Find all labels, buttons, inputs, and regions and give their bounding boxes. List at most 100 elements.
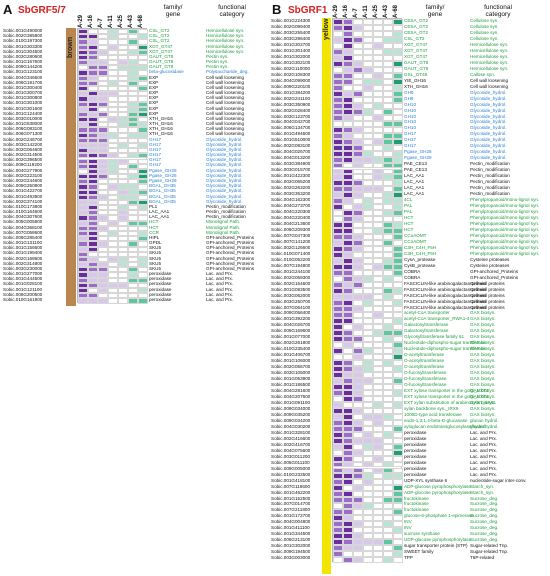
heatmap-cell bbox=[353, 401, 363, 408]
gene-id: Sobic.009G034000 bbox=[271, 405, 311, 411]
category-label: Lac. and Prx. bbox=[470, 447, 498, 453]
category-label: Glycoside_hydrol. bbox=[470, 119, 507, 125]
category-label: Phenylpropanoid/mono-lignol syn. bbox=[470, 220, 540, 226]
heatmap-cell bbox=[353, 425, 363, 432]
heatmap-cell bbox=[343, 353, 353, 360]
category-label: Hemicellulose syn. bbox=[470, 59, 509, 65]
heatmap-cell bbox=[128, 54, 138, 61]
heatmap-cell bbox=[333, 491, 343, 498]
family-label: fructokinase bbox=[404, 501, 429, 507]
heatmap-cell bbox=[363, 539, 373, 546]
category-label: Pectin_modification bbox=[470, 179, 510, 185]
heatmap-cell bbox=[363, 228, 373, 235]
heatmap-cell bbox=[363, 276, 373, 283]
heatmap-cell bbox=[363, 258, 373, 265]
heatmap-cell bbox=[333, 192, 343, 199]
heatmap-cell bbox=[138, 174, 148, 180]
heatmap-cell bbox=[363, 515, 373, 522]
heatmap-cell bbox=[108, 205, 118, 211]
family-label: fructokinase bbox=[404, 507, 429, 513]
family-label: EXT xylose transporter in the golgi_UXT1 bbox=[404, 394, 489, 400]
heatmap-cell bbox=[393, 192, 403, 199]
heatmap-cell bbox=[88, 132, 98, 138]
category-label: glucan hydrol. bbox=[470, 417, 499, 423]
family-label: GH17 bbox=[149, 146, 162, 152]
heatmap-cell bbox=[373, 162, 383, 169]
heatmap-cell bbox=[78, 75, 88, 81]
heatmap-cell bbox=[363, 527, 373, 534]
heatmap-cell bbox=[98, 153, 108, 159]
heatmap-cell bbox=[353, 300, 363, 307]
heatmap-cell bbox=[363, 108, 373, 115]
family-label: Galactosyltransferase bbox=[404, 328, 449, 334]
heatmap-cell bbox=[98, 267, 108, 273]
heatmap-cell bbox=[118, 256, 128, 263]
category-label: GAX biosyn. bbox=[470, 388, 496, 394]
heatmap-cell bbox=[118, 272, 128, 278]
family-label: UDP-glucose pyrophosphorylase bbox=[404, 537, 472, 543]
family-label: XTH_GH16 bbox=[149, 115, 173, 121]
heatmap-cell bbox=[363, 138, 373, 145]
category-label: Glycoside_hydrol. bbox=[470, 89, 507, 95]
heatmap-cell bbox=[343, 276, 353, 283]
category-label: Hemicellulose syn. bbox=[470, 65, 509, 71]
heatmap-cell bbox=[108, 298, 118, 304]
heatmap-cell bbox=[383, 557, 393, 564]
heatmap-cell bbox=[383, 479, 393, 486]
heatmap-cell bbox=[373, 84, 383, 91]
heatmap-cell bbox=[128, 293, 138, 299]
heatmap-cell bbox=[128, 142, 138, 149]
category-label: Glycoside_hydrol. bbox=[206, 188, 243, 194]
family-label: CESA_GT2 bbox=[404, 29, 428, 35]
heatmap-cell bbox=[393, 455, 403, 462]
heatmap-cell bbox=[118, 282, 128, 288]
heatmap-cell bbox=[353, 347, 363, 354]
heatmap-cell bbox=[363, 335, 373, 342]
category-label: Cell wall loosening bbox=[206, 131, 245, 137]
heatmap-cell bbox=[353, 443, 363, 450]
heatmap-cell bbox=[88, 60, 98, 66]
heatmap-cell bbox=[393, 312, 403, 318]
heatmap-cell bbox=[343, 509, 353, 516]
heatmap-cell bbox=[393, 96, 403, 103]
heatmap-cell bbox=[363, 413, 373, 420]
category-label: Lac. and Prx. bbox=[206, 281, 234, 287]
heatmap-cell bbox=[383, 282, 393, 289]
heatmap-cell bbox=[343, 395, 353, 402]
family-label: peroxidase bbox=[404, 459, 427, 465]
heatmap-cell bbox=[138, 267, 148, 273]
heatmap-cell bbox=[373, 72, 383, 79]
heatmap-cell bbox=[353, 509, 363, 516]
heatmap-cell bbox=[353, 48, 363, 55]
heatmap-cell bbox=[333, 108, 343, 115]
heatmap-cell bbox=[393, 539, 403, 546]
heatmap-cell bbox=[98, 29, 108, 35]
heatmap-cell bbox=[363, 36, 373, 43]
heatmap-cell bbox=[98, 127, 108, 133]
heatmap-cell bbox=[363, 216, 373, 223]
family-label: SKU5 bbox=[149, 260, 162, 266]
heatmap-cell bbox=[108, 39, 118, 45]
heatmap-cell bbox=[393, 461, 403, 468]
heatmap-cell bbox=[393, 216, 403, 223]
category-label: Glycoside_hydrol. bbox=[206, 198, 243, 204]
heatmap-cell bbox=[373, 252, 383, 259]
heatmap-cell bbox=[383, 102, 393, 109]
heatmap-cell bbox=[128, 205, 138, 211]
family-label: XTH_GH16 bbox=[149, 121, 173, 127]
heatmap-cell bbox=[383, 527, 393, 534]
family-label: GAUT_GT8 bbox=[149, 53, 174, 59]
heatmap-cell bbox=[383, 323, 393, 330]
family-label: fructokinase bbox=[404, 495, 429, 501]
heatmap-cell bbox=[118, 267, 128, 273]
heatmap-cell bbox=[353, 521, 363, 528]
gene-id: Sobic.010G164600 bbox=[3, 209, 43, 215]
heatmap-cell bbox=[88, 158, 98, 164]
heatmap-cell bbox=[363, 120, 373, 127]
heatmap-cell bbox=[353, 551, 363, 558]
family-label: ADP-glucose pyrophosphorylase bbox=[404, 489, 471, 495]
family-label: xylan backbone syn._IRX9 bbox=[404, 405, 459, 411]
gene-id: Sobic.001G124400 bbox=[3, 110, 43, 116]
heatmap-cell bbox=[343, 539, 353, 546]
category-label: Sucrose_deg. bbox=[470, 525, 499, 531]
